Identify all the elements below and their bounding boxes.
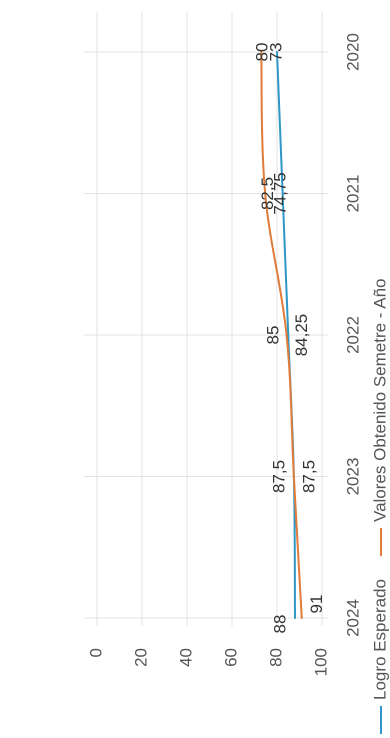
data-label-valores-obtenidos: 84,25 [292, 314, 311, 357]
data-label-logro-esperado: 80 [252, 43, 271, 62]
data-label-logro-esperado: 88 [270, 615, 289, 634]
data-label-logro-esperado: 87,5 [269, 460, 288, 493]
value-tick-label: 60 [221, 648, 240, 667]
gridlines [84, 12, 328, 626]
category-tick-label: 2020 [343, 33, 362, 71]
value-tick-label: 40 [176, 648, 195, 667]
legend-label-valores-obtenidos: Valores Obtenido Semetre - Año [370, 279, 389, 523]
data-label-valores-obtenidos: 74,75 [271, 172, 290, 215]
category-tick-label: 2024 [343, 599, 362, 637]
category-tick-label: 2021 [343, 175, 362, 213]
category-tick-label: 2023 [343, 458, 362, 496]
legend-label-logro-esperado: Logro Esperado [370, 579, 389, 700]
data-labels: 80 82,5 85 87,5 88 73 74,75 84,25 87,5 91 [252, 43, 326, 634]
data-label-valores-obtenidos: 87,5 [299, 460, 318, 493]
axis-ticks: 0 20 40 60 80 100 2020 2021 2022 2023 2024 [86, 33, 362, 676]
data-label-valores-obtenidos: 91 [307, 595, 326, 614]
series-lines [260, 51, 303, 619]
value-tick-label: 20 [131, 648, 150, 667]
data-label-logro-esperado: 85 [264, 326, 283, 345]
legend: Logro Esperado Valores Obtenido Semetre -… [370, 279, 389, 734]
category-tick-label: 2022 [343, 316, 362, 354]
value-tick-label: 100 [311, 648, 330, 676]
series-line-logro-esperado [276, 51, 296, 619]
value-tick-label: 80 [266, 648, 285, 667]
data-label-valores-obtenidos: 73 [267, 43, 286, 62]
value-tick-label: 0 [86, 648, 105, 657]
series-line-valores-obtenidos [260, 51, 303, 619]
data-label-logro-esperado: 82,5 [258, 177, 277, 210]
